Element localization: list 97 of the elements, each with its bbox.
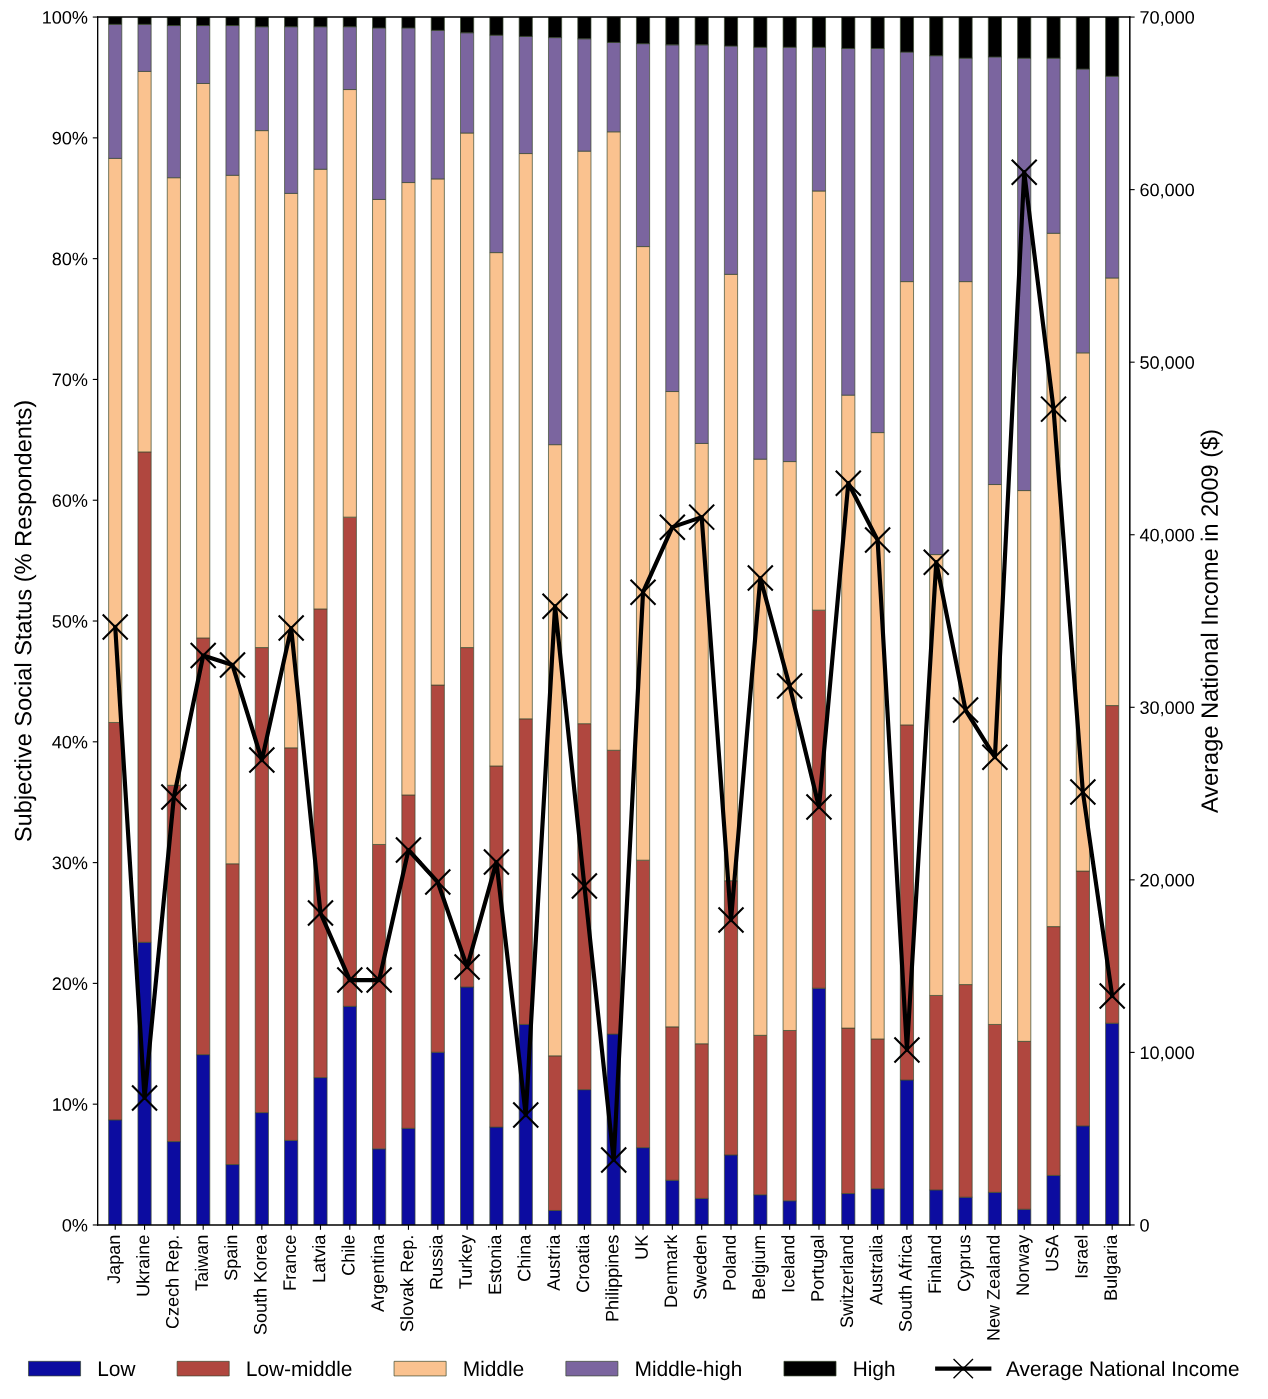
y-tick-label: 30% bbox=[52, 856, 88, 870]
point bbox=[394, 836, 422, 864]
y2-tick-label: 0 bbox=[1140, 1218, 1149, 1232]
point bbox=[864, 526, 892, 554]
point bbox=[218, 651, 247, 679]
x-tick-label: Cyprus bbox=[957, 1235, 974, 1291]
point bbox=[453, 953, 481, 981]
y2-tick-label: 10,000 bbox=[1140, 1046, 1195, 1062]
point bbox=[160, 783, 188, 811]
point bbox=[834, 469, 862, 497]
point bbox=[131, 1084, 159, 1112]
x-tick-label: China bbox=[517, 1234, 531, 1281]
x-tick-label: Ukraine bbox=[136, 1235, 150, 1296]
x-tick-label: Croatia bbox=[575, 1234, 590, 1292]
y-tick-label: 80% bbox=[52, 252, 88, 266]
y2-tick-label: 70,000 bbox=[1140, 11, 1195, 26]
y-tick-label: 100% bbox=[43, 11, 88, 24]
point bbox=[512, 1101, 540, 1129]
x-tick-label: France bbox=[283, 1235, 297, 1290]
x-tick-label: Belgium bbox=[751, 1235, 769, 1299]
point bbox=[1098, 982, 1126, 1010]
point bbox=[600, 1146, 628, 1174]
y2-tick-label: 60,000 bbox=[1140, 183, 1195, 199]
x-tick-label: Australia bbox=[869, 1234, 883, 1305]
point bbox=[365, 966, 393, 994]
point bbox=[1010, 158, 1038, 186]
y-axis-title: Subjective Social Status (% Respondents) bbox=[14, 401, 37, 842]
x-tick-label: Philippines bbox=[605, 1235, 623, 1321]
x-tick-label: Argentina bbox=[370, 1234, 388, 1312]
x-tick-label: Slovak Rep. bbox=[400, 1236, 417, 1332]
x-tick-label: Taiwan bbox=[194, 1235, 209, 1291]
point bbox=[658, 513, 686, 541]
point bbox=[952, 696, 980, 724]
point bbox=[717, 906, 745, 934]
point bbox=[306, 899, 335, 927]
y-tick-label: 40% bbox=[52, 735, 88, 749]
point bbox=[893, 1036, 921, 1064]
legend-label: Low bbox=[98, 1361, 136, 1377]
y-tick-label: 60% bbox=[52, 494, 88, 507]
x-tick-label: USA bbox=[1045, 1234, 1059, 1271]
point bbox=[629, 578, 657, 606]
point bbox=[101, 613, 129, 641]
x-tick-label: Czech Rep. bbox=[165, 1236, 183, 1329]
x-tick-label: Austria bbox=[546, 1234, 560, 1291]
point bbox=[1040, 395, 1068, 423]
point bbox=[746, 564, 774, 592]
x-tick-label: UK bbox=[635, 1234, 648, 1259]
point bbox=[805, 793, 833, 821]
x-tick-label: Turkey bbox=[458, 1234, 476, 1289]
y-tick-label: 70% bbox=[52, 373, 88, 387]
point bbox=[688, 503, 716, 531]
point bbox=[189, 641, 217, 670]
x-tick-label: Denmark bbox=[663, 1234, 678, 1307]
legend-label: Average National Income bbox=[1006, 1360, 1239, 1381]
x-tick-label: Spain bbox=[224, 1235, 241, 1281]
y2-tick-label: 20,000 bbox=[1140, 873, 1195, 889]
y-tick-label: 50% bbox=[52, 614, 88, 628]
point bbox=[981, 743, 1009, 771]
y-tick-label: 0% bbox=[62, 1218, 88, 1232]
x-tick-label: Japan bbox=[107, 1235, 124, 1284]
point bbox=[482, 848, 510, 876]
point bbox=[336, 966, 364, 994]
point bbox=[277, 614, 305, 642]
x-tick-label: Switzerland bbox=[839, 1235, 854, 1328]
x-tick-label: Sweden bbox=[693, 1235, 707, 1300]
x-tick-label: Iceland bbox=[781, 1235, 795, 1292]
y-tick-label: 20% bbox=[52, 977, 88, 991]
point bbox=[922, 548, 950, 576]
x-tick-label: South Korea bbox=[253, 1234, 267, 1335]
x-tick-label: Chile bbox=[341, 1235, 355, 1275]
y-tick-label: 90% bbox=[52, 131, 88, 145]
y2-tick-label: 40,000 bbox=[1139, 528, 1195, 544]
legend-label: Middle-high bbox=[636, 1360, 741, 1381]
point bbox=[570, 872, 598, 900]
x-tick-label: South Africa bbox=[898, 1234, 912, 1332]
x-tick-label: Russia bbox=[429, 1234, 443, 1289]
point bbox=[776, 672, 804, 700]
y-tick-label: 10% bbox=[53, 1098, 88, 1111]
point bbox=[1069, 778, 1097, 806]
y2-tick-label: 50,000 bbox=[1140, 356, 1195, 372]
y2-tick-label: 30,000 bbox=[1140, 701, 1195, 717]
x-tick-label: New Zealand bbox=[986, 1235, 1000, 1340]
x-tick-label: Bulgaria bbox=[1103, 1234, 1121, 1300]
x-tick-label: Norway bbox=[1016, 1234, 1033, 1295]
point bbox=[424, 868, 452, 896]
y2-axis-title: Average National Income in 2009 ($) bbox=[1200, 430, 1223, 814]
x-tick-label: Estonia bbox=[488, 1234, 502, 1294]
legend-label: High bbox=[854, 1360, 895, 1381]
point bbox=[541, 592, 569, 620]
x-tick-label: Portugal bbox=[810, 1235, 828, 1301]
legend-label: Low-middle bbox=[247, 1360, 352, 1377]
point bbox=[248, 746, 276, 774]
x-tick-label: Finland bbox=[927, 1235, 942, 1293]
legend-label: Middle bbox=[464, 1360, 524, 1377]
x-tick-label: Latvia bbox=[312, 1234, 326, 1282]
x-tick-label: Israel bbox=[1074, 1235, 1088, 1278]
x-tick-label: Poland bbox=[722, 1235, 736, 1290]
